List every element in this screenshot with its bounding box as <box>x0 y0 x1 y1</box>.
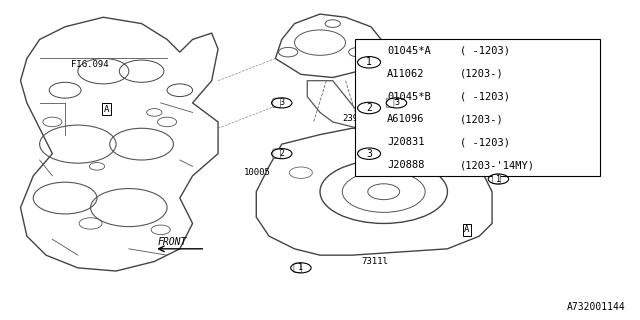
Text: A11062: A11062 <box>387 69 424 79</box>
Text: A61096: A61096 <box>387 114 424 124</box>
Text: A: A <box>464 225 469 234</box>
Text: A: A <box>104 105 109 114</box>
Text: A732001144: A732001144 <box>567 302 626 312</box>
Text: (1203-'14MY): (1203-'14MY) <box>460 160 535 170</box>
FancyBboxPatch shape <box>294 263 301 273</box>
Text: 1: 1 <box>298 263 303 272</box>
Text: ( -1203): ( -1203) <box>460 137 510 147</box>
Text: 3: 3 <box>279 99 284 108</box>
Text: 2: 2 <box>279 149 284 158</box>
Text: 7311l: 7311l <box>362 257 388 266</box>
Text: 3: 3 <box>366 149 372 159</box>
Text: 1: 1 <box>366 57 372 67</box>
FancyBboxPatch shape <box>387 98 394 108</box>
Text: 01045*B: 01045*B <box>387 92 431 101</box>
FancyBboxPatch shape <box>493 174 500 184</box>
Text: FIG.094: FIG.094 <box>72 60 109 69</box>
FancyBboxPatch shape <box>273 98 280 108</box>
Text: ( -1203): ( -1203) <box>460 46 510 56</box>
Bar <box>355 39 600 177</box>
Text: 1: 1 <box>496 174 501 184</box>
Text: 10005: 10005 <box>244 168 271 177</box>
Text: 23960(-'14MY): 23960(-'14MY) <box>342 114 412 123</box>
Text: 2: 2 <box>366 103 372 113</box>
Text: (1203-): (1203-) <box>460 114 504 124</box>
Text: 3: 3 <box>394 99 399 108</box>
Text: J20831: J20831 <box>387 137 424 147</box>
Text: J20888: J20888 <box>387 160 424 170</box>
FancyBboxPatch shape <box>273 149 280 158</box>
Text: ( -1203): ( -1203) <box>460 92 510 101</box>
Text: FRONT: FRONT <box>157 237 187 247</box>
Text: 01045*A: 01045*A <box>387 46 431 56</box>
Text: (1203-): (1203-) <box>460 69 504 79</box>
